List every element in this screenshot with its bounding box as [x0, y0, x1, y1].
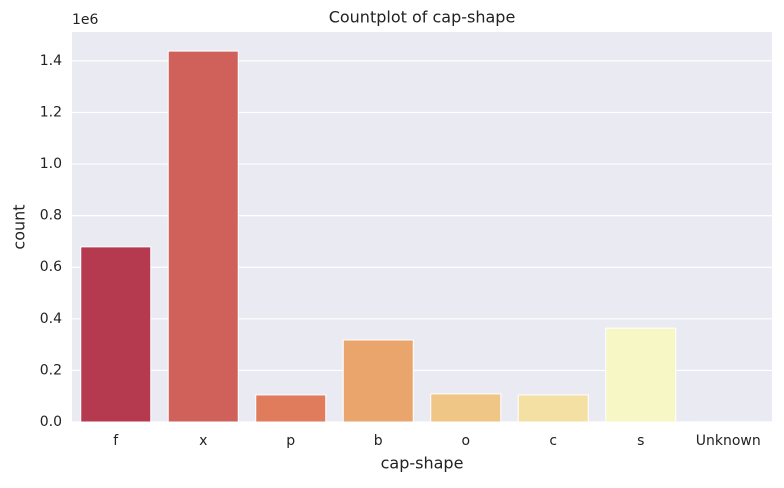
x-axis-label: cap-shape	[381, 454, 464, 473]
x-tick-label: f	[113, 433, 119, 449]
x-tick-label: s	[637, 433, 644, 449]
y-tick-label: 1.0	[40, 156, 62, 172]
x-tick-label: b	[374, 433, 383, 449]
offset-label: 1e6	[72, 12, 99, 28]
y-tick-label: 0.8	[40, 208, 62, 224]
y-tick-label: 1.4	[40, 53, 62, 69]
x-tick-label: p	[286, 433, 295, 449]
bar	[606, 328, 676, 422]
x-tick-label: c	[549, 433, 557, 449]
y-axis-label: count	[10, 204, 29, 249]
bar	[168, 51, 238, 422]
y-tick-label: 0.0	[40, 414, 62, 430]
x-tick-label: x	[199, 433, 207, 449]
y-tick-label: 0.2	[40, 362, 62, 378]
bar	[81, 247, 151, 422]
y-tick-label: 0.6	[40, 259, 62, 275]
bar	[343, 340, 413, 422]
y-tick-label: 1.2	[40, 104, 62, 120]
x-tick-label: o	[461, 433, 470, 449]
x-tick-label: Unknown	[696, 433, 761, 449]
bar	[256, 395, 326, 422]
chart-title: Countplot of cap-shape	[329, 8, 516, 27]
bar	[518, 395, 588, 422]
y-tick-label: 0.4	[40, 311, 62, 327]
bar	[431, 394, 501, 422]
